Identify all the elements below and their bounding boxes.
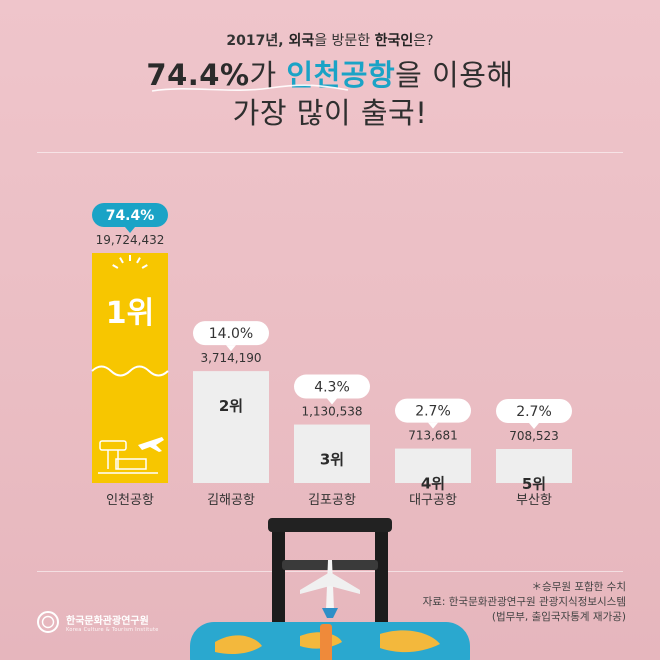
rank-label-1: 1위 — [106, 296, 154, 331]
subtitle-year: 2017년, — [226, 33, 289, 49]
subtitle-korean: 한국인 — [374, 33, 414, 49]
headline-percent: 74.4% — [146, 58, 250, 92]
headline-line2: 가장 많이 출국! — [232, 96, 428, 130]
bar-5 — [496, 449, 572, 483]
headline: 74.4%가 인천공항을 이용해 가장 많이 출국! — [0, 56, 660, 132]
subtitle-foreign: 외국 — [288, 33, 315, 49]
headline-airport: 인천공항 — [286, 58, 396, 92]
rank-label-5: 5위 — [522, 475, 546, 493]
subtitle: 2017년, 외국을 방문한 한국인은? — [0, 30, 660, 50]
sparkle-ray-icon — [119, 257, 124, 264]
share-badge-3 — [294, 374, 370, 399]
category-label-2: 김해공항 — [207, 493, 255, 508]
institute-name-en: Korea Culture & Tourism Institute — [66, 626, 159, 633]
value-label-5: 708,523 — [509, 429, 559, 443]
share-label-4: 2.7% — [415, 404, 451, 420]
source-note: ＊승무원 포함한 수치 자료: 한국문화관광연구원 관광지식정보시스템 (법무부… — [423, 580, 626, 625]
subtitle-question: 은? — [413, 33, 434, 49]
share-label-3: 4.3% — [314, 380, 350, 396]
bar-chart: 1위 19,724,432 74.4% 인천공항 2위 3,714,190 14.0% 김해공… — [91, 203, 572, 508]
headline-underline-icon — [151, 84, 349, 92]
share-badge-tail-1 — [125, 227, 135, 233]
rank-label-4: 4위 — [421, 475, 445, 493]
share-label-1: 74.4% — [106, 208, 155, 224]
category-label-5: 부산항 — [516, 493, 552, 508]
institute-emblem-icon — [37, 611, 59, 633]
share-label-5: 2.7% — [516, 404, 552, 420]
value-label-3: 1,130,538 — [301, 405, 362, 419]
sparkle-ray-icon — [112, 264, 119, 269]
rank-label-3: 3위 — [320, 451, 344, 469]
share-badge-tail-5 — [529, 423, 539, 429]
value-label-4: 713,681 — [408, 429, 458, 443]
subtitle-visit: 을 방문한 — [314, 33, 375, 49]
institute-logo: 한국문화관광연구원 Korea Culture & Tourism Instit… — [36, 610, 159, 634]
header: 2017년, 외국을 방문한 한국인은? 74.4%가 인천공항을 이용해 가장… — [0, 30, 660, 132]
sparkle-ray-icon — [141, 264, 148, 269]
share-badge-5 — [496, 399, 572, 423]
value-label-1: 19,724,432 — [96, 233, 165, 247]
sparkle-ray-icon — [136, 257, 141, 264]
note-source: 자료: 한국문화관광연구원 관광지식정보시스템 — [422, 596, 626, 608]
chart-panel: 1위 19,724,432 74.4% 인천공항 2위 3,714,190 14.0% 김해공… — [37, 152, 623, 572]
institute-name-ko: 한국문화관광연구원 — [66, 615, 149, 627]
note-source-detail: (법무부, 출입국자통계 재가공) — [491, 611, 626, 623]
headline-mid: 가 — [249, 58, 287, 92]
share-badge-2 — [193, 321, 269, 346]
bar-wave-icon — [91, 365, 169, 377]
share-badge-4 — [395, 398, 471, 423]
category-label-1: 인천공항 — [106, 493, 154, 508]
value-label-2: 3,714,190 — [200, 351, 261, 365]
bar-4 — [395, 448, 471, 483]
airport-tower-icon — [98, 437, 164, 474]
rank-label-2: 2위 — [219, 397, 243, 415]
category-label-4: 대구공항 — [409, 493, 457, 508]
bar-2 — [193, 371, 269, 483]
bar-3 — [294, 424, 370, 483]
share-badge-tail-2 — [226, 345, 236, 352]
share-label-2: 14.0% — [209, 326, 253, 342]
share-badge-tail-3 — [327, 398, 337, 405]
category-label-3: 김포공항 — [308, 493, 356, 508]
share-badge-1 — [92, 203, 168, 227]
note-crew: ＊승무원 포함한 수치 — [531, 581, 626, 593]
headline-tail: 을 이용해 — [395, 58, 514, 92]
share-badge-tail-4 — [428, 422, 438, 429]
